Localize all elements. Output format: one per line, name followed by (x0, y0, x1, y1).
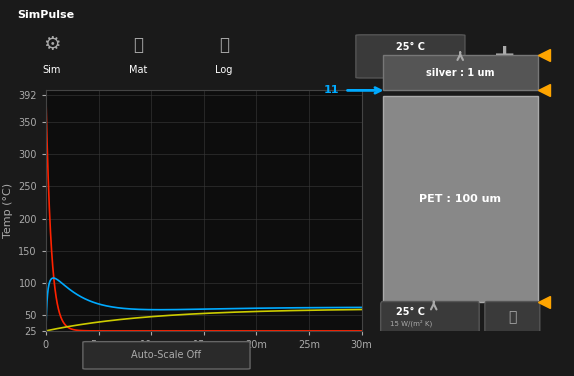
Text: 25° C: 25° C (397, 307, 425, 317)
Text: Mat: Mat (129, 65, 147, 74)
Text: 100 W/(m² K): 100 W/(m² K) (387, 63, 434, 71)
FancyBboxPatch shape (485, 302, 540, 334)
Text: +: + (494, 42, 517, 70)
FancyBboxPatch shape (383, 96, 538, 302)
FancyBboxPatch shape (383, 55, 538, 90)
Text: 📋: 📋 (219, 36, 229, 54)
Text: PET : 100 um: PET : 100 um (419, 194, 501, 204)
Text: 15 W/(m² K): 15 W/(m² K) (390, 320, 432, 327)
Text: Log: Log (215, 65, 232, 74)
Text: Auto-Scale Off: Auto-Scale Off (131, 350, 201, 360)
FancyBboxPatch shape (83, 342, 250, 369)
FancyBboxPatch shape (356, 35, 465, 78)
Text: Sim: Sim (42, 65, 61, 74)
Text: 🗄: 🗄 (133, 36, 143, 54)
X-axis label: Time (s): Time (s) (181, 355, 226, 365)
Text: 25° C: 25° C (396, 42, 425, 52)
Text: silver : 1 um: silver : 1 um (426, 68, 494, 78)
Text: 🗑: 🗑 (508, 311, 517, 325)
Text: ⚙: ⚙ (43, 35, 60, 54)
Y-axis label: Temp (°C): Temp (°C) (3, 183, 13, 238)
FancyBboxPatch shape (381, 302, 479, 334)
Text: 11: 11 (324, 85, 339, 96)
Text: SimPulse: SimPulse (17, 10, 75, 20)
